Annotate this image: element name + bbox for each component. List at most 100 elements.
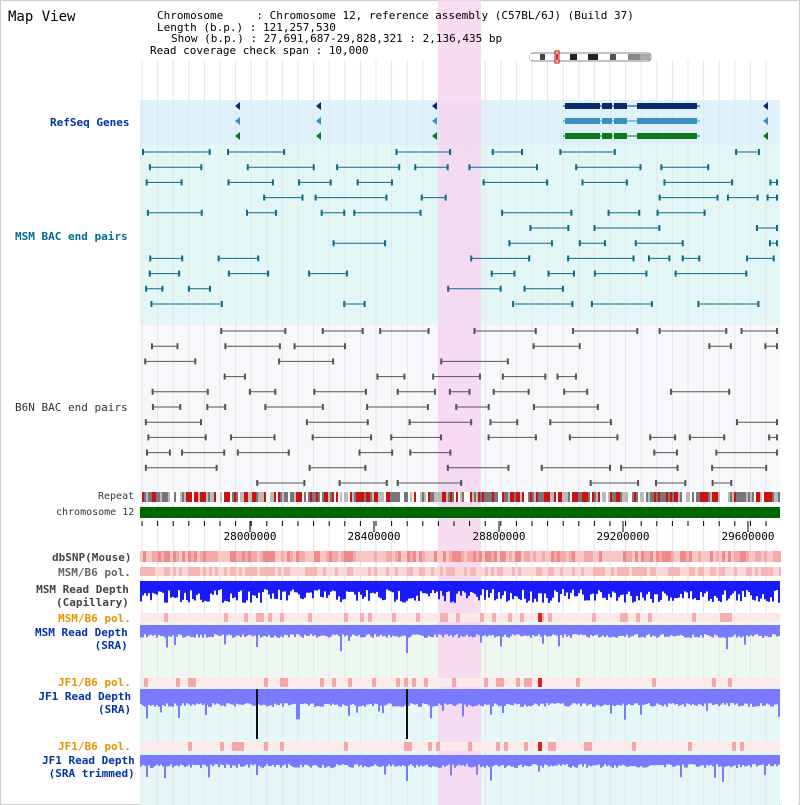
jf1-pol2-cell <box>692 742 696 751</box>
dbsnp-cell <box>713 551 716 562</box>
msm-pol-cell <box>323 567 326 576</box>
repeat-segment <box>714 492 716 502</box>
msm-sra-bar <box>754 625 756 635</box>
msm-sra-bar <box>412 625 414 635</box>
jf1-trim-bar <box>452 755 454 765</box>
repeat-segment <box>236 492 238 502</box>
jf1-pol-cell <box>280 678 284 687</box>
jf1-pol-cell <box>156 678 160 687</box>
repeat-segment <box>520 492 522 502</box>
msm-capillary-bar <box>280 581 282 600</box>
msm-sra-bar <box>270 625 272 638</box>
track-label-msm-b6-pol-2[interactable]: MSM/B6 pol. <box>58 612 131 625</box>
ideogram-band <box>530 54 540 60</box>
track-label-jf1-depth-trimmed[interactable]: JF1 Read Depth (SRA trimmed) <box>35 754 135 780</box>
jf1-trim-bar <box>752 755 754 765</box>
dbsnp-cell <box>599 551 602 562</box>
jf1-trim-bar <box>176 755 178 766</box>
msm-capillary-bar <box>144 581 146 594</box>
jf1-sra-bar <box>492 689 494 707</box>
track-label-jf1-b6-pol-2[interactable]: JF1/B6 pol. <box>58 740 131 753</box>
msm-capillary-bar <box>374 581 376 594</box>
track-label-msm-depth-capillary[interactable]: MSM Read Depth (Capillary) <box>35 583 129 609</box>
msm-sra-bar <box>426 625 428 638</box>
dbsnp-cell <box>218 551 221 562</box>
msm-capillary-bar <box>706 581 708 592</box>
msm-sra-bar <box>410 625 412 637</box>
dbsnp-cell <box>338 551 341 562</box>
msm-bac-pair-end <box>200 209 203 216</box>
dbsnp-cell <box>389 551 392 562</box>
jf1-pol-cell <box>304 678 308 687</box>
msm-sra-bar <box>384 625 386 637</box>
dbsnp-cell <box>275 551 278 562</box>
jf1-trim-bar <box>660 755 662 766</box>
b6n-bac-pair-end <box>344 343 347 350</box>
msm-sra-bar <box>494 625 496 638</box>
jf1-trim-bar <box>420 755 422 766</box>
msm-pol-cell <box>578 567 581 576</box>
jf1-trim-bar <box>530 755 532 766</box>
jf1-sra-bar <box>732 689 734 704</box>
jf1-pol2-cell <box>248 742 252 751</box>
jf1-trim-bar <box>190 755 192 768</box>
msm-capillary-bar <box>388 581 390 591</box>
jf1-trim-bar <box>556 755 558 766</box>
jf1-pol-cell <box>720 678 724 687</box>
msm-capillary-bar <box>470 581 472 593</box>
track-label-jf1-b6-pol[interactable]: JF1/B6 pol. <box>58 676 131 689</box>
track-label-repeat[interactable]: Repeat <box>98 491 135 502</box>
track-label-b6n-bac[interactable]: B6N BAC end pairs <box>15 401 128 414</box>
dbsnp-cell <box>518 551 521 562</box>
msm-capillary-bar <box>258 581 260 593</box>
track-label-msm-depth-sra[interactable]: MSM Read Depth (SRA) <box>35 626 128 652</box>
jf1-trim-bar <box>554 755 556 766</box>
jf1-pol2-cell <box>652 742 656 751</box>
msm-pol-cell <box>263 567 266 576</box>
msm-capillary-bar <box>450 581 452 603</box>
track-label-msm-bac[interactable]: MSM BAC end pairs <box>15 230 128 243</box>
jf1-sra-bar <box>706 689 708 711</box>
jf1-pol-cell <box>568 678 572 687</box>
msm-sra-bar <box>462 625 464 637</box>
msm-pol-cell <box>671 567 674 576</box>
dbsnp-cell <box>371 551 374 562</box>
msm-bac-pair-end <box>698 255 701 262</box>
track-label-jf1-depth-sra[interactable]: JF1 Read Depth (SRA) <box>35 690 131 716</box>
repeat-segment <box>500 492 502 502</box>
msm-pol-cell <box>362 567 365 576</box>
msm-pol-cell <box>707 567 710 576</box>
jf1-trim-bar <box>200 755 202 768</box>
msm-sra-bar <box>720 625 722 638</box>
jf1-sra-bar <box>380 689 382 706</box>
msm-pol2-cell <box>616 613 620 622</box>
jf1-sra-bar <box>636 689 638 704</box>
b6n-bac-pair-end <box>655 480 658 486</box>
repeat-segment <box>428 492 430 502</box>
b6n-bac-pair-end <box>338 480 341 486</box>
msm-capillary-bar <box>646 581 648 595</box>
track-label-refseq[interactable]: RefSeq Genes <box>50 116 130 129</box>
jf1-pol-cell <box>208 678 212 687</box>
repeat-segment <box>544 492 546 502</box>
msm-pol-cell <box>632 567 635 576</box>
msm-capillary-bar <box>692 581 694 600</box>
track-label-msm-b6-pol[interactable]: MSM/B6 pol. <box>58 566 131 579</box>
msm-sra-bar <box>582 625 584 636</box>
track-label-chromosome[interactable]: chromosome 12 <box>56 507 135 518</box>
msm-capillary-bar <box>726 581 728 601</box>
track-label-dbsnp[interactable]: dbSNP(Mouse) <box>52 551 132 564</box>
dbsnp-cell <box>335 551 338 562</box>
jf1-pol2-cell <box>608 742 612 751</box>
dbsnp-cell <box>281 551 284 562</box>
jf1-sra-bar <box>178 689 180 718</box>
jf1-pol2-cell <box>424 742 428 751</box>
dbsnp-cell <box>725 551 728 562</box>
repeat-segment <box>602 492 604 502</box>
msm-pol-cell <box>506 567 509 576</box>
msm-bac-pair-end <box>227 149 230 155</box>
jf1-sra-bar <box>442 689 444 711</box>
b6n-bac-pair-end <box>396 480 399 486</box>
msm-sra-bar <box>762 625 764 638</box>
